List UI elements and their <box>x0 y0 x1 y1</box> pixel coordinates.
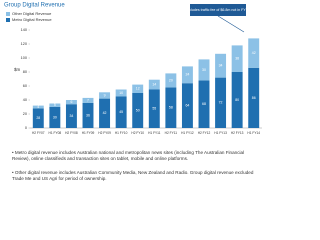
bar-segment <box>231 72 243 128</box>
data-label: 58 <box>169 106 173 110</box>
bar-segment <box>65 100 77 105</box>
y-tick-label: 20 <box>23 112 27 116</box>
x-tick-label: H2 FY12 <box>198 131 211 135</box>
x-tick-label: H2 FY09 <box>98 131 111 135</box>
x-tick-label: H2 FY11 <box>165 131 178 135</box>
page: {"chart_data": {"type": "bar", "stacked"… <box>4 2 262 181</box>
bar-segment <box>248 67 260 128</box>
x-tick-label: H1 FY09 <box>82 131 95 135</box>
data-label: 20 <box>169 78 173 82</box>
legend-swatch <box>6 18 10 22</box>
bar-segment <box>32 108 44 128</box>
x-tick-label: H1 FY11 <box>148 131 161 135</box>
data-label: 45 <box>119 110 123 114</box>
bar-segment <box>148 89 160 128</box>
data-label: 10 <box>119 91 123 95</box>
note: • Metro digital revenue includes Austral… <box>12 150 245 161</box>
data-label: 14 <box>152 83 156 87</box>
bar-segment <box>65 104 77 128</box>
bar-segment <box>99 98 111 128</box>
data-label: 12 <box>136 87 140 91</box>
data-label: 42 <box>252 51 256 55</box>
bar-segment <box>198 59 210 81</box>
y-tick-label: 80 <box>23 70 27 74</box>
data-label: 80 <box>235 98 239 102</box>
y-tick-label: 100 <box>21 56 27 60</box>
y-tick-label: 0 <box>25 126 27 130</box>
bar-segment <box>99 92 111 99</box>
y-tick-label: 60 <box>23 84 27 88</box>
note-text: Other digital revenue includes Australia… <box>12 170 254 181</box>
bar-segment <box>148 79 160 90</box>
y-tick-label: 120 <box>21 42 27 46</box>
y-tick-label: 140 <box>21 28 27 32</box>
bar-segment <box>132 84 144 93</box>
data-label: 86 <box>252 96 256 100</box>
data-label: 38 <box>235 57 239 61</box>
bar-segment <box>165 87 177 128</box>
note-text: Metro digital revenue includes Australia… <box>12 150 245 161</box>
annotation-box <box>190 4 246 16</box>
data-label: 4 <box>37 105 39 109</box>
x-tick-label: H1 FY08 <box>49 131 62 135</box>
data-label: 30 <box>53 115 57 119</box>
data-label: 7 <box>87 98 89 102</box>
data-label: 34 <box>69 114 73 118</box>
data-label: 55 <box>152 107 156 111</box>
data-label: 6 <box>70 100 72 104</box>
bar-segment <box>231 45 243 72</box>
data-label: 50 <box>136 108 140 112</box>
data-label: 30 <box>202 68 206 72</box>
x-tick-label: H2 FY10 <box>131 131 144 135</box>
x-tick-label: H2 FY13 <box>231 131 244 135</box>
chart: Group Digital Revenue $m Includes traffi… <box>4 3 262 135</box>
data-label: 72 <box>219 101 223 105</box>
bar-segment <box>49 103 61 107</box>
bar-segment <box>165 73 177 88</box>
x-tick-label: H2 FY07 <box>32 131 45 135</box>
note: • Other digital revenue includes Austral… <box>12 170 254 181</box>
bar-segment <box>248 38 260 68</box>
bar-segment <box>215 53 227 78</box>
data-label: 24 <box>185 73 189 77</box>
annotation-arrow <box>217 15 245 33</box>
x-tick-label: H1 FY12 <box>181 131 194 135</box>
x-tick-label: H1 FY13 <box>214 131 227 135</box>
bar-segment <box>49 107 61 128</box>
bar-segment <box>198 80 210 128</box>
screen: Group Digital Revenue $m Includes traffi… <box>4 3 262 181</box>
y-axis-label: $m <box>14 67 21 72</box>
x-tick-label: H1 FY14 <box>247 131 260 135</box>
legend-label: Metro Digital Revenue <box>12 17 52 22</box>
bar-segment <box>115 96 127 128</box>
chart-title: Group Digital Revenue <box>4 3 65 9</box>
data-label: 64 <box>185 104 189 108</box>
data-label: 34 <box>219 64 223 68</box>
annotation: Includes traffic fee of $6.8m not in FY1… <box>186 8 249 12</box>
bar-segment <box>132 93 144 128</box>
data-label: 42 <box>103 111 107 115</box>
bar-segment <box>82 102 94 128</box>
data-label: 9 <box>104 93 106 97</box>
bar-segment <box>181 83 193 128</box>
bar-segment <box>215 77 227 128</box>
bar-segment <box>181 66 193 84</box>
bar-segment <box>115 89 127 97</box>
x-tick-label: H2 FY08 <box>65 131 78 135</box>
data-label: 28 <box>36 116 40 120</box>
x-tick-label: H1 FY10 <box>115 131 128 135</box>
bar-segment <box>82 97 94 103</box>
y-tick-label: 40 <box>23 98 27 102</box>
legend-label: Other Digital Revenue <box>12 11 52 16</box>
legend-swatch <box>6 12 10 16</box>
bar-segment <box>32 105 44 109</box>
data-label: 36 <box>86 113 90 117</box>
data-label: 68 <box>202 102 206 106</box>
data-label: 5 <box>54 103 56 107</box>
